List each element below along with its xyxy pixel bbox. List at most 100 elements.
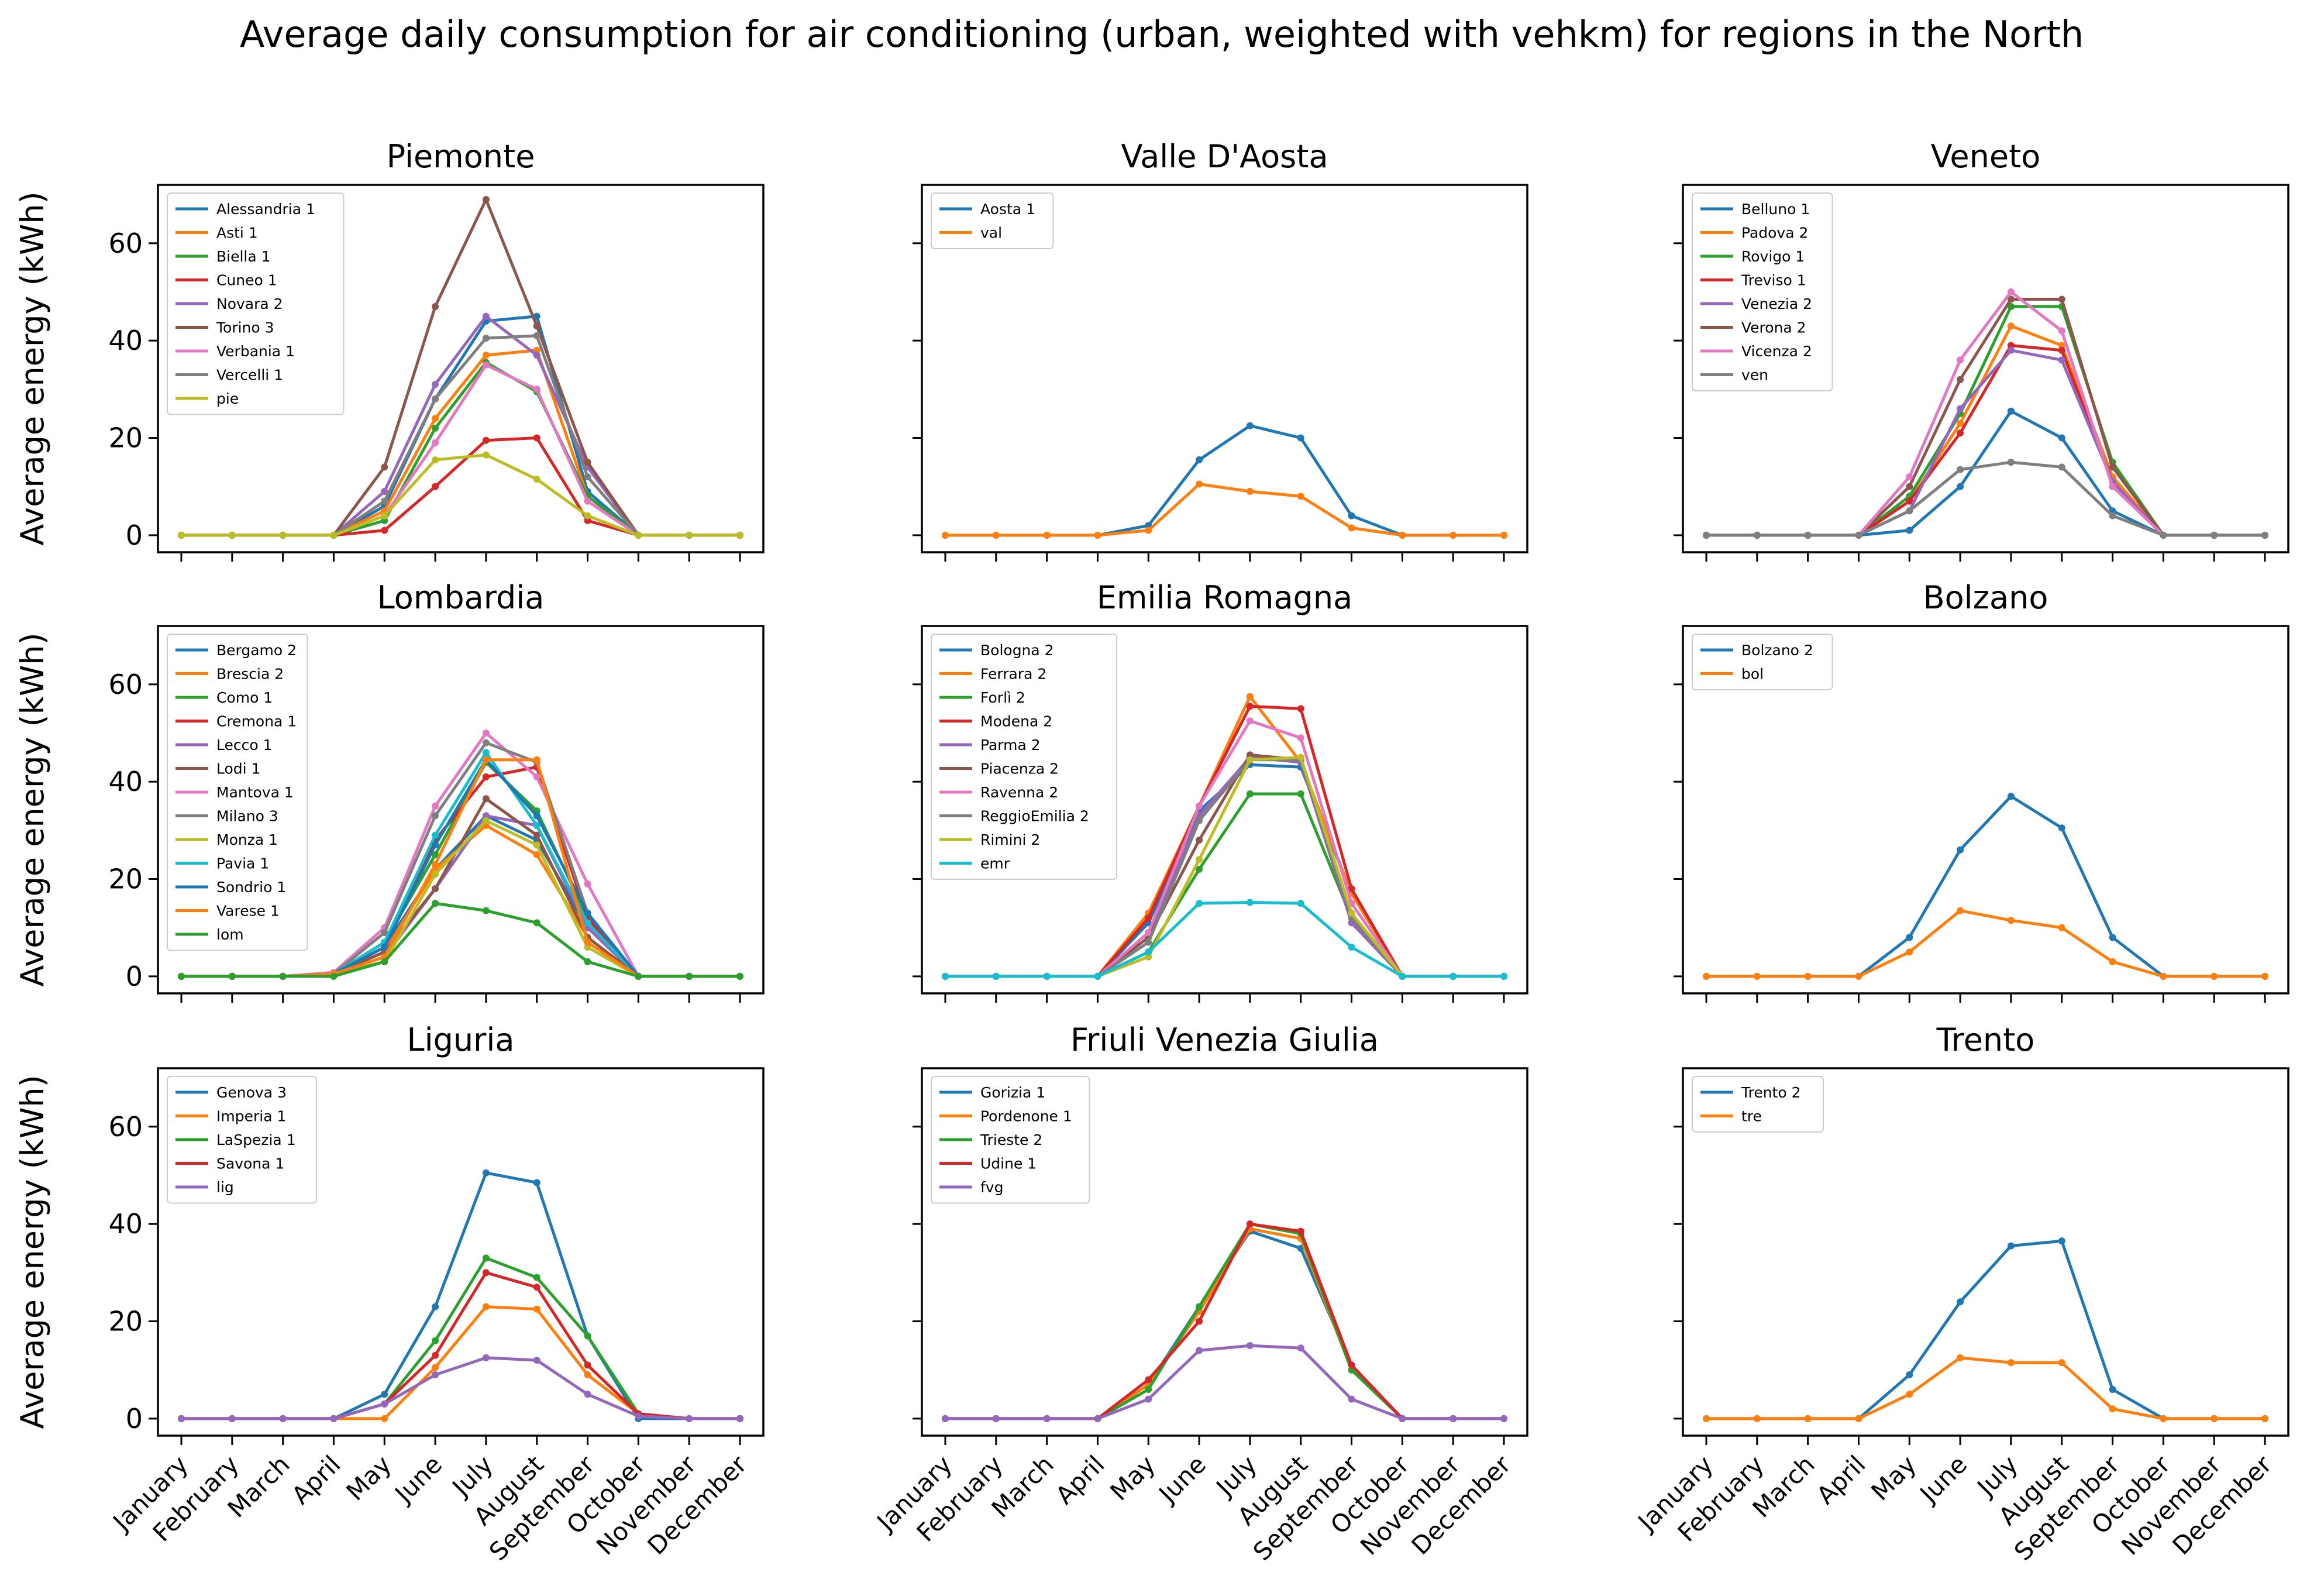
data-point xyxy=(584,919,591,927)
data-point xyxy=(1703,531,1710,539)
data-point xyxy=(584,958,591,965)
data-point xyxy=(2007,346,2015,354)
y-tick-label: 0 xyxy=(126,961,143,992)
data-point xyxy=(381,497,388,505)
data-point xyxy=(686,531,693,539)
data-point xyxy=(2007,288,2015,295)
legend-label: Mantova 1 xyxy=(216,784,294,801)
data-point xyxy=(2007,302,2015,310)
data-point xyxy=(736,531,743,539)
legend-label: Vicenza 2 xyxy=(1741,343,1812,360)
data-point xyxy=(533,756,540,763)
data-point xyxy=(2007,793,2015,800)
data-point xyxy=(1957,466,1964,473)
data-point xyxy=(1348,943,1355,951)
data-point xyxy=(2109,512,2116,520)
legend-label: LaSpezia 1 xyxy=(216,1131,296,1148)
data-point xyxy=(1348,1395,1355,1403)
data-point xyxy=(2261,531,2268,539)
data-point xyxy=(2109,934,2116,941)
data-point xyxy=(1246,703,1254,710)
data-point xyxy=(482,1269,490,1277)
legend-box xyxy=(1692,192,1833,391)
data-point xyxy=(2007,917,2015,924)
data-point xyxy=(381,1415,388,1422)
data-point xyxy=(482,1254,490,1262)
data-point xyxy=(432,483,439,490)
data-point xyxy=(1246,751,1254,759)
legend: Aosta 1 val xyxy=(931,192,1054,249)
data-point xyxy=(686,1415,693,1422)
data-point xyxy=(432,861,439,868)
data-point xyxy=(1297,754,1304,761)
y-tick-label: 40 xyxy=(108,766,143,797)
data-point xyxy=(533,322,540,330)
data-point xyxy=(1145,1395,1152,1403)
data-point xyxy=(584,938,591,946)
data-point xyxy=(1094,972,1101,980)
data-point xyxy=(330,1415,338,1422)
data-point xyxy=(2211,1415,2218,1422)
data-point xyxy=(1753,531,1761,539)
data-point xyxy=(330,972,338,980)
data-point xyxy=(1906,1391,1913,1398)
data-point xyxy=(1348,512,1355,520)
data-point xyxy=(2160,972,2167,980)
legend-label: Alessandria 1 xyxy=(216,201,315,218)
data-point xyxy=(1246,488,1254,496)
data-point xyxy=(482,907,490,914)
axes-frame xyxy=(1682,625,2289,995)
data-point xyxy=(432,885,439,893)
y-tick-label: 60 xyxy=(108,1111,143,1143)
y-axis-label: Average energy (kWh) xyxy=(14,191,51,545)
legend-label: Udine 1 xyxy=(980,1155,1037,1172)
data-point xyxy=(1196,1303,1203,1310)
data-point xyxy=(1906,1371,1913,1379)
data-point xyxy=(1196,817,1203,824)
y-tick-label: 0 xyxy=(126,1403,143,1434)
data-point xyxy=(533,822,540,830)
legend-label: Bolzano 2 xyxy=(1741,642,1813,659)
data-point xyxy=(2160,531,2167,539)
data-point xyxy=(482,817,490,824)
data-point xyxy=(1297,1227,1304,1235)
data-point xyxy=(584,1332,591,1340)
data-point xyxy=(482,1169,490,1176)
data-point xyxy=(2109,1385,2116,1393)
panel-title: Veneto xyxy=(1931,138,2041,175)
data-point xyxy=(482,312,490,320)
data-point xyxy=(2261,972,2268,980)
panel-piemonte: Piemonte 0 20 40 60 Average energy (kWh) Aless… xyxy=(14,138,765,562)
axes-frame xyxy=(921,625,1528,995)
axes-frame xyxy=(921,184,1528,553)
data-point xyxy=(584,459,591,466)
data-point xyxy=(1196,836,1203,844)
data-point xyxy=(432,900,439,907)
series-group xyxy=(178,195,743,539)
legend: Alessandria 1 Asti 1 Biella 1 Cuneo 1 Novara… xyxy=(167,192,345,415)
data-point xyxy=(432,302,439,310)
legend-label: Ferrara 2 xyxy=(980,666,1046,683)
data-point xyxy=(432,395,439,402)
data-point xyxy=(533,841,540,849)
legend-label: ven xyxy=(1741,367,1768,384)
data-point xyxy=(2058,356,2065,364)
data-point xyxy=(432,871,439,878)
data-point xyxy=(1196,900,1203,907)
data-point xyxy=(178,531,185,539)
data-point xyxy=(1957,483,1964,490)
data-point xyxy=(1348,1361,1355,1369)
data-point xyxy=(1804,531,1812,539)
series-group xyxy=(942,693,1507,980)
legend-label: Verona 2 xyxy=(1741,319,1806,336)
data-point xyxy=(432,1337,439,1344)
legend-label: Cremona 1 xyxy=(216,713,297,730)
data-point xyxy=(1145,1376,1152,1384)
data-point xyxy=(482,1354,490,1361)
data-point xyxy=(2109,1405,2116,1413)
data-point xyxy=(584,512,591,520)
data-point xyxy=(533,1305,540,1313)
legend-label: Bergamo 2 xyxy=(216,642,297,659)
legend-label: Gorizia 1 xyxy=(980,1084,1045,1101)
legend-label: Milano 3 xyxy=(216,808,278,825)
